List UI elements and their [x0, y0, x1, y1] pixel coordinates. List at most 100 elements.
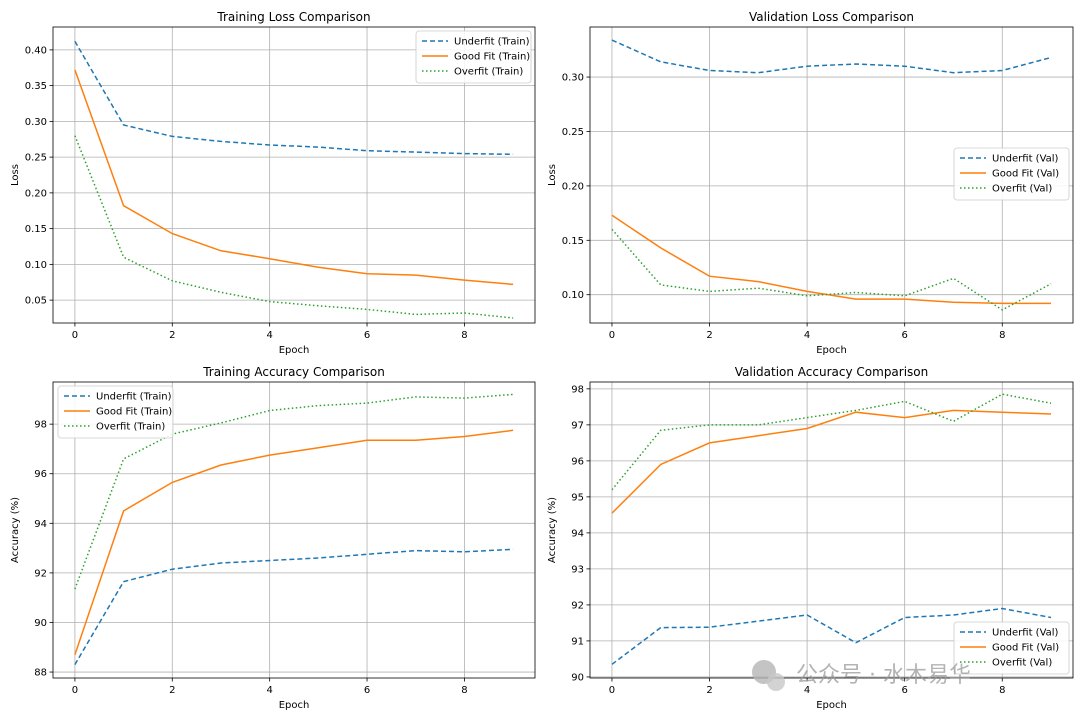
legend-label: Underfit (Val) — [992, 628, 1059, 639]
y-tick-label: 0.20 — [562, 181, 584, 192]
legend-label: Underfit (Train) — [96, 392, 172, 403]
axes-frame — [52, 26, 536, 324]
y-tick-label: 0.10 — [562, 290, 584, 301]
series-line-0 — [611, 39, 1052, 74]
x-tick-label: 8 — [999, 330, 1005, 341]
watermark: 公众号 · 水木易华 — [752, 660, 971, 691]
legend-box — [953, 147, 1070, 201]
legend: Underfit (Train) Good Fit (Train) Overfit … — [57, 385, 174, 439]
legend-label: Underfit (Val) — [992, 154, 1059, 165]
legend-label: Good Fit (Train) — [454, 52, 530, 63]
y-tick-label: 0.30 — [562, 73, 584, 84]
x-tick-label: 6 — [364, 685, 370, 696]
x-tick-label: 2 — [169, 330, 175, 341]
y-tick-label: 92 — [571, 600, 584, 611]
series-line-1 — [611, 214, 1051, 305]
series-line-1 — [74, 429, 514, 655]
series-line-0 — [74, 548, 514, 665]
y-tick-label: 97 — [571, 420, 584, 431]
x-axis-label: Epoch — [816, 700, 847, 711]
x-tick-label: 4 — [804, 330, 810, 341]
x-axis-label: Epoch — [279, 345, 310, 356]
y-tick-label: 0.30 — [25, 117, 47, 128]
x-tick-label: 8 — [461, 685, 467, 696]
x-tick-label: 6 — [901, 685, 907, 696]
x-tick-label: 2 — [169, 685, 175, 696]
legend-box — [57, 385, 174, 439]
y-tick-label: 0.35 — [25, 81, 47, 92]
axes-frame — [589, 26, 1074, 324]
y-axis-label: Accuracy (%) — [10, 497, 21, 563]
y-tick-label: 94 — [34, 519, 47, 530]
series-line-1 — [611, 409, 1052, 514]
legend-label: Overfit (Val) — [992, 184, 1052, 195]
legend-box — [953, 621, 1070, 675]
legend-label: Good Fit (Train) — [96, 407, 172, 418]
y-tick-label: 90 — [34, 618, 47, 629]
series-line-2 — [74, 135, 514, 319]
x-tick-label: 6 — [364, 330, 370, 341]
chart-title: Validation Loss Comparison — [749, 10, 914, 24]
x-tick-label: 4 — [266, 330, 272, 341]
legend-label: Overfit (Train) — [454, 67, 523, 78]
subplot-3: 0 2 4 6 8 90 91 92 93 94 95 96 97 98 Validation Accura… — [547, 365, 1074, 711]
x-tick-label: 8 — [999, 685, 1005, 696]
y-tick-label: 92 — [34, 568, 47, 579]
axes-frame — [589, 381, 1074, 679]
y-tick-label: 0.25 — [25, 153, 47, 164]
series-line-2 — [611, 228, 1052, 311]
y-tick-label: 96 — [571, 456, 584, 467]
y-tick-label: 98 — [571, 384, 584, 395]
legend: Underfit (Val) Good Fit (Val) Overfit (Val… — [953, 147, 1070, 201]
legend-label: Overfit (Val) — [992, 658, 1052, 669]
legend-label: Underfit (Train) — [454, 37, 530, 48]
x-tick-label: 2 — [706, 685, 712, 696]
chart-title: Training Accuracy Comparison — [202, 365, 385, 379]
chart-title: Training Loss Comparison — [216, 10, 370, 24]
series-line-2 — [74, 393, 514, 590]
x-tick-label: 6 — [901, 330, 907, 341]
legend-label: Good Fit (Val) — [992, 643, 1059, 654]
legend-box — [415, 30, 532, 84]
x-axis-label: Epoch — [279, 700, 310, 711]
y-tick-label: 0.05 — [25, 296, 47, 307]
y-tick-label: 95 — [571, 492, 584, 503]
y-axis-label: Loss — [547, 164, 558, 186]
series-line-0 — [611, 607, 1052, 665]
legend: Underfit (Val) Good Fit (Val) Overfit (Val… — [953, 621, 1070, 675]
subplot-1: 0 2 4 6 8 0.10 0.15 0.20 0.25 0.30 Validation Loss… — [547, 10, 1074, 356]
legend-label: Good Fit (Val) — [992, 169, 1059, 180]
y-tick-label: 96 — [34, 469, 47, 480]
chart-title: Validation Accuracy Comparison — [735, 365, 929, 379]
y-tick-label: 93 — [571, 564, 584, 575]
x-tick-label: 0 — [72, 685, 78, 696]
watermark-text: 公众号 · 水木易华 — [796, 663, 971, 688]
y-tick-label: 90 — [571, 672, 584, 683]
x-tick-label: 0 — [609, 685, 615, 696]
x-tick-label: 4 — [804, 685, 810, 696]
subplot-0: 0 2 4 6 8 0.05 0.10 0.15 0.20 0.25 0.30 0.35 0.40 Tra… — [10, 10, 536, 356]
series-line-2 — [611, 393, 1052, 491]
y-tick-label: 94 — [571, 528, 584, 539]
x-tick-label: 0 — [609, 330, 615, 341]
x-tick-label: 8 — [461, 330, 467, 341]
y-tick-label: 0.15 — [25, 224, 47, 235]
x-tick-label: 4 — [266, 685, 272, 696]
axes-frame — [52, 381, 536, 679]
y-tick-label: 91 — [571, 636, 584, 647]
y-tick-label: 0.15 — [562, 236, 584, 247]
y-tick-label: 0.10 — [25, 260, 47, 271]
series-line-0 — [74, 40, 514, 156]
y-axis-label: Loss — [10, 164, 21, 186]
x-tick-label: 0 — [72, 330, 78, 341]
y-tick-label: 0.20 — [25, 188, 47, 199]
series-line-1 — [74, 69, 514, 286]
legend: Underfit (Train) Good Fit (Train) Overfit … — [415, 30, 532, 84]
x-axis-label: Epoch — [816, 345, 847, 356]
y-tick-label: 0.40 — [25, 45, 47, 56]
x-tick-label: 2 — [706, 330, 712, 341]
y-tick-label: 88 — [34, 668, 47, 679]
y-axis-label: Accuracy (%) — [547, 497, 558, 563]
